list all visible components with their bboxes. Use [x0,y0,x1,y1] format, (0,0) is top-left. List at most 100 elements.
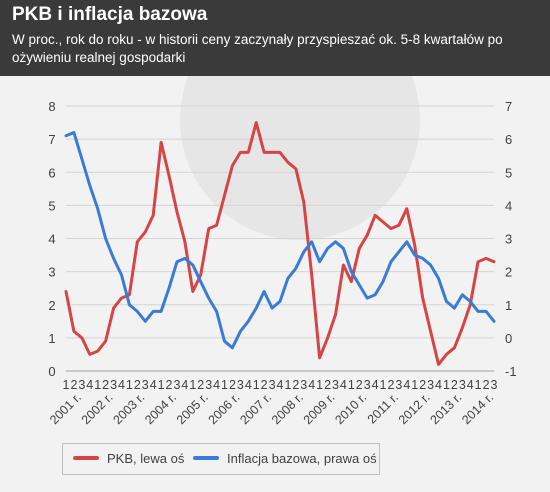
year-tick-label: 2014 r. [459,390,496,427]
right-tick-label: 5 [505,165,512,180]
quarter-tick-label: 2 [229,378,236,392]
left-tick-label: 5 [48,198,55,213]
left-tick-label: 7 [48,132,55,147]
quarter-tick-label: 4 [277,378,284,392]
quarter-tick-label: 3 [205,378,212,392]
quarter-tick-label: 2 [70,378,77,392]
quarter-tick-label: 3 [491,378,498,392]
quarter-tick-label: 1 [126,378,133,392]
quarter-tick-label: 2 [261,378,268,392]
quarter-tick-label: 4 [467,378,474,392]
right-tick-label: 0 [505,331,512,346]
right-tick-label: 4 [505,198,512,213]
quarter-tick-label: 2 [387,378,394,392]
left-axis: 0 1 2 3 4 5 6 7 8 [48,99,55,379]
left-tick-label: 6 [48,165,55,180]
legend-swatch-pkb [73,456,99,460]
quarter-tick-label: 1 [316,378,323,392]
year-tick-label: 2007 r. [237,390,274,427]
quarter-tick-label: 3 [173,378,180,392]
quarter-tick-label: 2 [292,378,299,392]
series-line-pkb [64,121,496,366]
left-tick-label: 0 [48,364,55,379]
right-tick-label: 1 [505,298,512,313]
year-tick-label: 2012 r. [396,390,433,427]
right-tick-label: 2 [505,265,512,280]
year-tick-label: 2002 r. [79,390,116,427]
quarter-tick-label: 1 [475,378,482,392]
year-tick-label: 2005 r. [174,390,211,427]
quarter-tick-label: 1 [348,378,355,392]
quarter-tick-label: 1 [443,378,450,392]
quarter-tick-label: 1 [284,378,291,392]
quarter-tick-label: 4 [245,378,252,392]
quarter-tick-label: 3 [142,378,149,392]
quarter-tick-label: 3 [269,378,276,392]
quarter-tick-label: 3 [237,378,244,392]
grid [66,105,494,372]
quarter-tick-label: 2 [197,378,204,392]
right-tick-label: 7 [505,99,512,114]
legend-swatch-inflacja [193,456,219,460]
quarter-tick-label: 3 [78,378,85,392]
quarter-tick-label: 2 [102,378,109,392]
quarter-tick-label: 3 [332,378,339,392]
right-tick-label: -1 [505,364,517,379]
background-watermark-circle [180,76,420,240]
quarter-tick-label: 4 [372,378,379,392]
quarter-tick-label: 3 [395,378,402,392]
quarter-tick-label: 3 [459,378,466,392]
quarter-tick-label: 4 [86,378,93,392]
quarter-tick-label: 1 [253,378,260,392]
year-tick-label: 2004 r. [142,390,179,427]
quarter-tick-label: 1 [380,378,387,392]
quarter-tick-label: 1 [63,378,70,392]
quarter-tick-label: 4 [403,378,410,392]
quarter-tick-label: 1 [94,378,101,392]
chart-title: PKB i inflacja bazowa [12,4,208,25]
year-tick-label: 2001 r. [47,390,84,427]
year-tick-label: 2010 r. [332,390,369,427]
quarter-tick-label: 3 [364,378,371,392]
quarter-tick-label: 2 [166,378,173,392]
quarter-tick-label: 4 [340,378,347,392]
quarter-tick-label: 2 [134,378,141,392]
quarter-tick-label: 1 [158,378,165,392]
quarter-tick-label: 3 [110,378,117,392]
year-tick-label: 2009 r. [301,390,338,427]
left-tick-label: 3 [48,265,55,280]
quarter-tick-label: 1 [411,378,418,392]
quarter-tick-label: 4 [213,378,220,392]
quarter-tick-label: 2 [451,378,458,392]
quarter-tick-label: 4 [150,378,157,392]
chart-subtitle: W proc., rok do roku - w historii ceny z… [12,32,503,65]
year-tick-label: 2006 r. [206,390,243,427]
year-tick-label: 2013 r. [428,390,465,427]
legend: PKB, lewa oś Inflacja bazowa, prawa oś [62,443,380,475]
quarter-tick-label: 1 [189,378,196,392]
series [64,121,496,366]
chart-header: PKB i inflacja bazowa W proc., rok do ro… [0,0,550,76]
quarter-tick-label: 3 [427,378,434,392]
series-line-inflacja [64,131,496,350]
quarter-tick-label: 3 [300,378,307,392]
left-tick-label: 1 [48,331,55,346]
quarter-tick-label: 2 [419,378,426,392]
quarter-tick-label: 2 [483,378,490,392]
right-axis: -1 0 1 2 3 4 5 6 7 [505,99,517,379]
quarter-tick-label: 4 [308,378,315,392]
quarter-tick-label: 1 [221,378,228,392]
right-tick-label: 6 [505,132,512,147]
year-tick-label: 2011 r. [365,390,401,426]
quarter-tick-label: 2 [356,378,363,392]
quarter-tick-label: 4 [181,378,188,392]
quarter-tick-label: 4 [118,378,125,392]
year-tick-label: 2008 r. [269,390,306,427]
year-tick-label: 2003 r. [110,390,147,427]
left-tick-label: 4 [48,232,55,247]
legend-label-pkb: PKB, lewa oś [107,451,185,466]
left-tick-label: 8 [48,99,55,114]
right-tick-label: 3 [505,232,512,247]
